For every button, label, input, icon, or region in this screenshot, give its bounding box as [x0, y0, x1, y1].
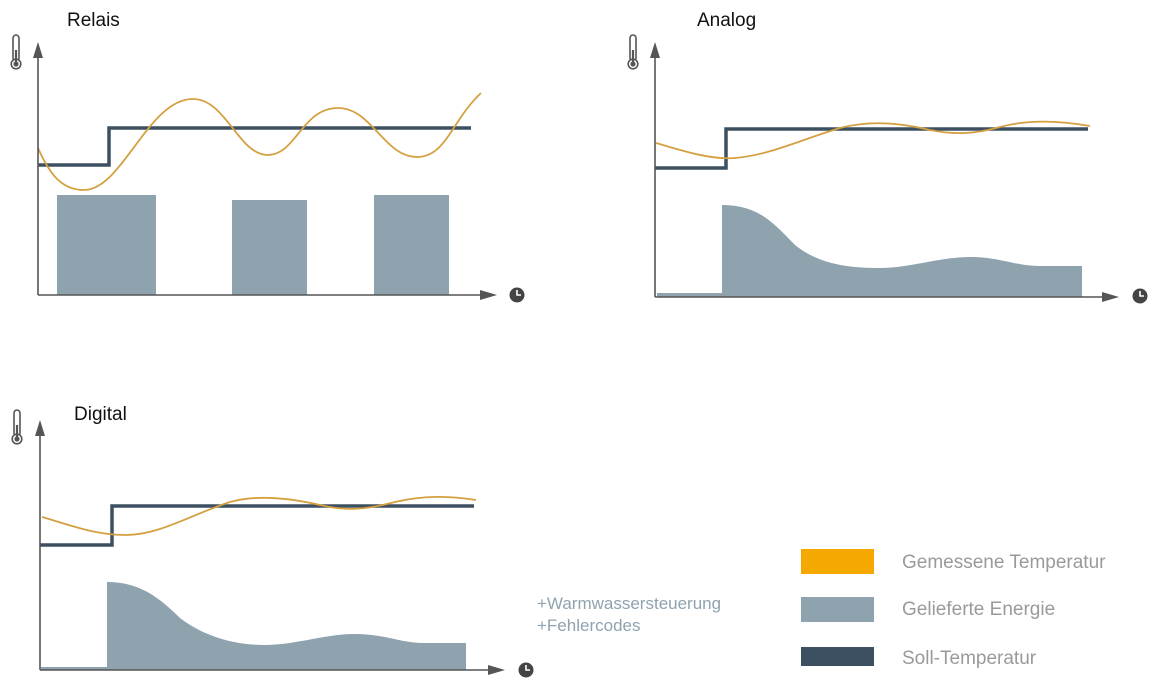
panel-relais: Relais: [10, 10, 525, 303]
energy-area: [41, 582, 466, 670]
measured-temperature-curve: [41, 495, 477, 536]
legend-swatch-measured: [801, 549, 874, 574]
legend-label-setpoint: Soll-Temperatur: [902, 648, 1037, 669]
legend-swatch-energy: [801, 597, 874, 622]
panel-title-analog: Analog: [697, 10, 756, 31]
axes: [650, 42, 1119, 302]
setpoint-line: [40, 504, 474, 547]
energy-bar-3: [374, 195, 449, 295]
legend: Gemessene Temperatur Gelieferte Energie …: [801, 549, 1106, 669]
axes: [35, 420, 505, 675]
setpoint-line: [38, 126, 471, 167]
extra-feature-error-codes: +Fehlercodes: [537, 616, 640, 635]
legend-swatch-setpoint: [801, 647, 874, 666]
panel-analog: Analog: [627, 10, 1148, 304]
energy-bar-1: [57, 195, 156, 295]
panel-digital: Digital +Warmwassersteuerung +Fehlercode…: [11, 404, 721, 678]
extra-feature-hot-water: +Warmwassersteuerung: [537, 594, 721, 613]
energy-bars: [57, 195, 449, 295]
legend-item-measured-temperature: Gemessene Temperatur: [801, 549, 1106, 574]
clock-icon: [518, 662, 534, 678]
energy-area: [657, 205, 1082, 297]
clock-icon: [1132, 288, 1148, 304]
legend-item-setpoint: Soll-Temperatur: [801, 647, 1037, 669]
measured-temperature-curve: [655, 120, 1091, 160]
setpoint-line: [655, 127, 1088, 170]
thermometer-icon: [627, 34, 639, 70]
legend-item-delivered-energy: Gelieferte Energie: [801, 597, 1055, 622]
measured-temperature-curve: [37, 92, 482, 191]
thermometer-icon: [11, 409, 23, 445]
thermometer-icon: [10, 34, 22, 70]
legend-label-measured: Gemessene Temperatur: [902, 552, 1106, 573]
energy-bar-2: [232, 200, 307, 295]
panel-title-relais: Relais: [67, 10, 120, 31]
axes: [33, 42, 497, 300]
legend-label-energy: Gelieferte Energie: [902, 599, 1055, 620]
panel-title-digital: Digital: [74, 404, 127, 425]
clock-icon: [509, 287, 525, 303]
